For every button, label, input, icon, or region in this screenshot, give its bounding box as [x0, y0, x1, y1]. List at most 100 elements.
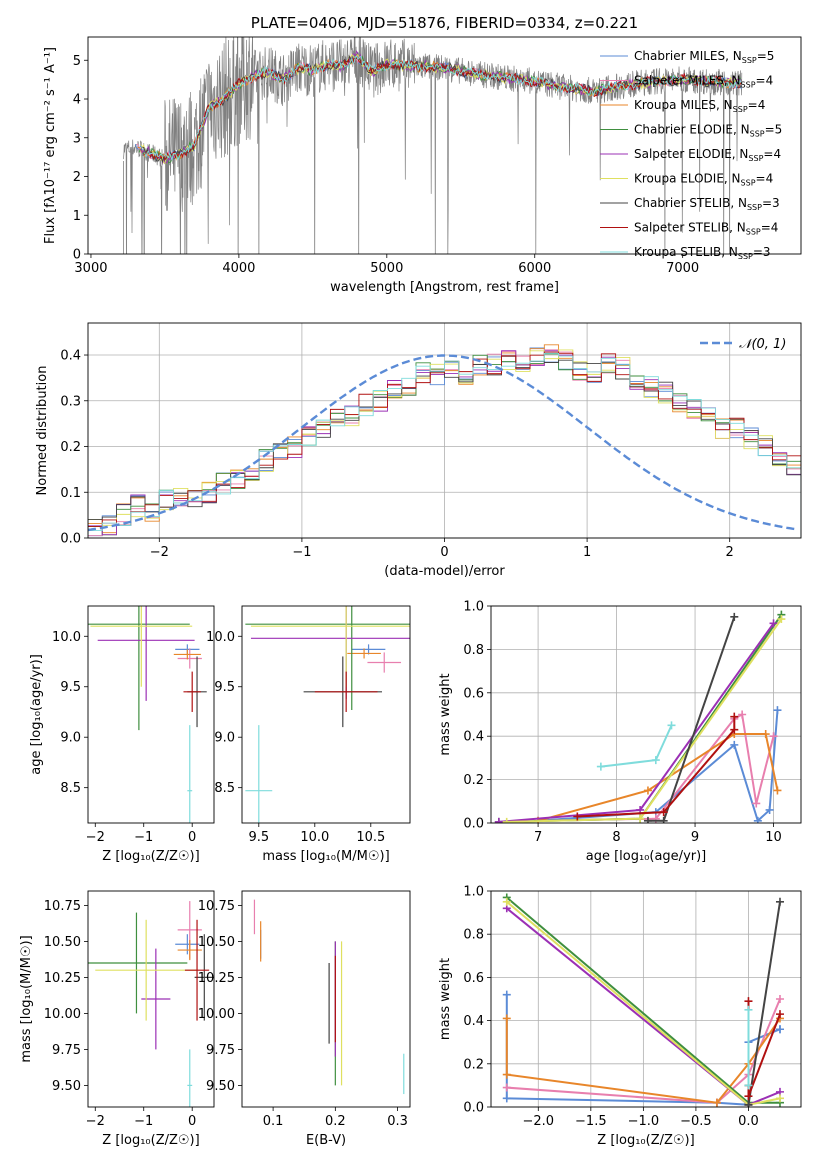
legend-entry: Salpeter MILES, NSSP=4	[634, 74, 773, 90]
model-spectrum	[143, 56, 742, 161]
weight-vs-age-panel: 7 8 9 10 0.0 0.2 0.4 0.6 0.8 1.0 age [log₁₀(age/yr…	[438, 600, 802, 864]
y-tick-label: 8.5	[60, 781, 81, 796]
x-tick-label: 8	[612, 830, 620, 845]
weight-marker	[651, 756, 660, 765]
weight-marker	[573, 812, 582, 821]
weight-marker	[744, 997, 753, 1006]
x-tick-label: −1.5	[575, 1114, 607, 1129]
y-tick-label: 0.0	[60, 532, 81, 547]
y-tick-label: 9.5	[214, 680, 235, 695]
x-tick-label: 0.1	[263, 1114, 284, 1129]
y-tick-label: 9.0	[60, 731, 81, 746]
weight-marker	[659, 816, 668, 823]
mass-vs-Z-panel: −2 −1 0 9.50 9.75 10.00 10.25 10.50 10.75 Z [log₁…	[19, 890, 215, 1148]
age-vs-Z-plot-area	[88, 606, 207, 823]
y-axis-label: Flux [fλ10⁻¹⁷ erg cm⁻² s⁻¹ A⁻¹]	[43, 47, 58, 244]
legend-entry: Kroupa ELODIE, NSSP=4	[634, 172, 773, 188]
axes-frame	[87, 322, 802, 539]
axes-frame	[490, 890, 802, 1108]
observed-spectrum	[123, 37, 743, 254]
x-axis-label: age [log₁₀(age/yr)]	[586, 849, 707, 864]
x-tick-label: 0.2	[325, 1114, 346, 1129]
y-tick-label: 10.75	[198, 899, 235, 914]
y-tick-label: 0.2	[463, 773, 484, 788]
x-tick-label: 0	[188, 830, 196, 845]
y-axis-label: mass [log₁₀(M/M☉)]	[19, 935, 34, 1062]
x-axis-label: E(B-V)	[306, 1133, 346, 1148]
model-spectrum	[144, 55, 742, 161]
y-tick-label: 0.8	[463, 643, 484, 658]
axes-frame	[87, 36, 802, 255]
weight-marker	[738, 710, 747, 719]
age-vs-Z-panel: −2 −1 0 8.5 9.0 9.5 10.0 Z [log₁₀(Z/Z☉)] age [lo…	[29, 605, 215, 864]
weight-marker	[730, 612, 739, 621]
weight-marker	[775, 995, 784, 1003]
y-tick-label: 1	[73, 209, 81, 224]
y-tick-label: 0.6	[463, 686, 484, 701]
y-tick-label: 0.4	[60, 349, 81, 364]
y-tick-label: 10.0	[206, 630, 235, 645]
weight-marker	[744, 1081, 753, 1090]
weight-vs-Z-plot-area	[502, 893, 784, 1107]
weight-line	[600, 724, 673, 768]
weight-marker	[494, 817, 503, 823]
y-axis-label: mass weight	[438, 958, 453, 1040]
weight-marker	[596, 762, 605, 771]
axes-frame	[490, 605, 802, 824]
weight-line	[498, 614, 783, 823]
axes-frame	[241, 605, 411, 824]
weight-marker	[773, 706, 782, 715]
legend-entry: Chabrier ELODIE, NSSP=5	[634, 123, 782, 139]
weight-marker	[775, 1094, 784, 1103]
legend-entry: Salpeter ELODIE, NSSP=4	[634, 147, 781, 163]
weight-marker	[730, 740, 739, 749]
x-tick-label: 4000	[222, 261, 255, 276]
mass-vs-Z-plot-area	[88, 901, 214, 1107]
weight-marker	[712, 1098, 721, 1107]
x-tick-label: 10.0	[300, 830, 329, 845]
legend: Chabrier MILES, NSSP=5 Salpeter MILES, NS…	[600, 49, 782, 261]
y-tick-label: 0.2	[60, 440, 81, 455]
mass-vs-EBV-panel: 0.1 0.2 0.3 9.50 9.75 10.00 10.25 10.50 10.75 E(B…	[198, 890, 411, 1148]
y-axis-label: mass weight	[438, 673, 453, 755]
weight-marker	[659, 808, 668, 817]
x-axis-label: wavelength [Angstrom, rest frame]	[330, 280, 559, 295]
x-tick-label: −1	[134, 1114, 153, 1129]
x-tick-label: 2	[726, 545, 734, 560]
y-tick-label: 0.1	[60, 486, 81, 501]
y-tick-label: 10.75	[44, 899, 81, 914]
weight-marker	[752, 799, 761, 808]
normal-curve	[88, 354, 799, 532]
x-tick-label: 7000	[666, 261, 699, 276]
weight-marker	[753, 816, 762, 823]
residuals-panel: −2 −1 0 1 2 0.0 0.1 0.2 0.3 0.4 (data-model)/error…	[35, 322, 802, 579]
weight-marker	[765, 805, 774, 814]
age-vs-mass-panel: 9.5 10.0 10.5 8.5 9.0 9.5 10.0 mass [log₁₀(M/M☉…	[206, 605, 411, 864]
x-tick-label: 5000	[370, 261, 403, 276]
residual-histogram	[88, 355, 801, 538]
y-tick-label: 9.75	[206, 1043, 235, 1058]
weight-marker	[502, 817, 511, 823]
y-tick-label: 10.50	[198, 935, 235, 950]
x-axis-label: Z [log₁₀(Z/Z☉)]	[102, 849, 199, 864]
y-tick-label: 2	[73, 170, 81, 185]
y-tick-label: 1.0	[463, 885, 484, 900]
weight-line	[577, 716, 736, 818]
y-tick-label: 10.00	[44, 1007, 81, 1022]
x-tick-label: −2	[86, 1114, 105, 1129]
legend-entry: Chabrier MILES, NSSP=5	[634, 49, 774, 65]
legend-entry: Kroupa MILES, NSSP=4	[634, 98, 765, 114]
legend: 𝒩(0, 1)	[700, 337, 786, 352]
weight-marker	[502, 897, 511, 906]
chart-title: PLATE=0406, MJD=51876, FIBERID=0334, z=0…	[251, 14, 638, 32]
weight-marker	[667, 721, 676, 730]
y-tick-label: 0.4	[463, 1014, 484, 1029]
x-tick-label: 0	[440, 545, 448, 560]
y-tick-label: 0.8	[463, 928, 484, 943]
y-tick-label: 9.75	[52, 1043, 81, 1058]
y-axis-label: age [log₁₀(age/yr)]	[29, 654, 44, 775]
y-tick-label: 9.50	[52, 1079, 81, 1094]
weight-marker	[744, 1100, 753, 1107]
axes-frame	[241, 890, 411, 1108]
x-tick-label: −2.0	[522, 1114, 554, 1129]
